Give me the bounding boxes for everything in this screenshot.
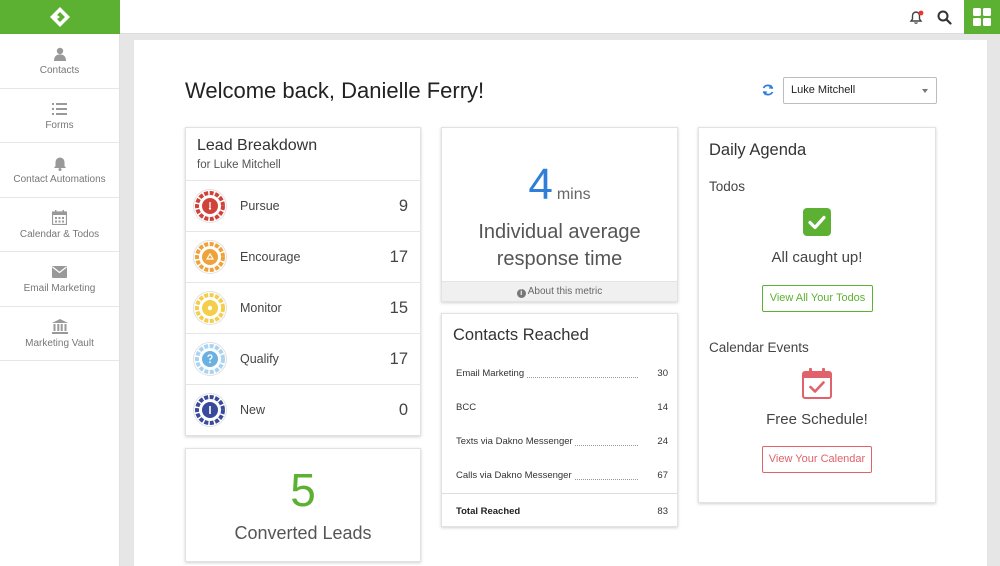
response-time-label-1: Individual average (478, 221, 641, 243)
contacts-reached-label: BCC (456, 402, 479, 413)
pursue-gauge-icon (193, 189, 227, 223)
page-title: Welcome back, Danielle Ferry! (185, 78, 485, 103)
grid-icon (973, 8, 991, 26)
sidebar-item-calendar-todos[interactable]: Calendar & Todos (0, 198, 119, 252)
contacts-reached-row: Texts via Dakno Messenger 24 (456, 436, 668, 450)
total-reached-value: 83 (657, 506, 668, 517)
sidebar-item-contact-automations[interactable]: Contact Automations (0, 143, 119, 198)
notifications-button[interactable] (902, 0, 930, 34)
daily-agenda-title: Daily Agenda (709, 141, 807, 159)
response-time-row: 4 mins (442, 160, 677, 210)
sidebar: Contacts Forms Contact Automations Calen… (0, 34, 120, 566)
lead-row-label: New (240, 403, 266, 417)
response-time-unit: mins (556, 186, 591, 203)
sidebar-item-email-marketing[interactable]: Email Marketing (0, 252, 119, 307)
user-select[interactable]: Luke Mitchell (783, 77, 937, 104)
leader-dots (456, 377, 638, 378)
info-icon: i (516, 289, 526, 298)
apps-button[interactable] (964, 0, 1000, 34)
envelope-icon (52, 263, 67, 281)
check-square-icon (803, 208, 831, 236)
lead-row-label: Encourage (240, 250, 301, 264)
contacts-reached-card: Contacts Reached Email Marketing 30 BCC … (441, 313, 678, 527)
lead-row-label: Qualify (240, 352, 279, 366)
lead-row-label: Monitor (240, 301, 282, 315)
total-reached-label: Total Reached (456, 506, 521, 517)
converted-leads-value: 5 (290, 464, 316, 516)
list-icon (52, 100, 67, 118)
sidebar-item-label: Email Marketing (23, 283, 96, 295)
converted-leads-card: 5 Converted Leads (185, 448, 421, 562)
refresh-button[interactable] (761, 83, 775, 97)
sidebar-item-marketing-vault[interactable]: Marketing Vault (0, 307, 119, 361)
contacts-reached-value: 24 (657, 436, 668, 447)
bank-icon (51, 318, 68, 336)
view-calendar-button[interactable]: View Your Calendar (762, 446, 872, 473)
contacts-reached-value: 14 (657, 402, 668, 413)
calendar-events-message: Free Schedule! (766, 411, 868, 428)
lead-row-encourage[interactable]: Encourage 17 (186, 231, 421, 282)
response-time-label-2: response time (496, 248, 623, 270)
monitor-gauge-icon (193, 291, 227, 325)
contacts-reached-label: Calls via Dakno Messenger (456, 470, 574, 481)
calendar-check-icon (802, 368, 832, 399)
lead-row-count: 0 (398, 401, 408, 419)
sidebar-item-label: Calendar & Todos (19, 228, 100, 240)
lead-row-qualify[interactable]: Qualify 17 (186, 333, 421, 384)
contacts-reached-label: Texts via Dakno Messenger (456, 436, 575, 447)
calendar-events-heading: Calendar Events (709, 340, 809, 355)
about-metric-label: About this metric (527, 286, 603, 297)
contacts-reached-row: BCC 14 (456, 402, 668, 416)
lead-row-count: 9 (398, 197, 408, 215)
bell-icon (53, 154, 67, 172)
sidebar-item-label: Marketing Vault (25, 337, 94, 349)
todos-message: All caught up! (771, 249, 863, 266)
lead-row-count: 17 (389, 248, 408, 266)
qualify-gauge-icon (193, 342, 227, 376)
sidebar-item-contacts[interactable]: Contacts (0, 34, 119, 89)
sidebar-item-label: Contact Automations (13, 174, 106, 186)
new-gauge-icon (193, 393, 227, 427)
contacts-reached-row: Email Marketing 30 (456, 368, 668, 382)
lead-row-count: 17 (389, 350, 408, 368)
lead-row-new[interactable]: New 0 (186, 384, 421, 435)
logo-icon (50, 7, 70, 27)
bell-icon (909, 10, 924, 24)
top-bar (0, 0, 1000, 34)
lead-breakdown-title: Lead Breakdown (197, 137, 318, 154)
sidebar-item-label: Contacts (39, 65, 80, 77)
response-time-value: 4 (528, 160, 553, 209)
contacts-reached-title: Contacts Reached (453, 326, 589, 344)
daily-agenda-card: Daily Agenda Todos All caught up! View A… (698, 127, 936, 503)
refresh-icon (762, 84, 774, 96)
user-icon (53, 45, 67, 63)
lead-breakdown-card: Lead Breakdown for Luke Mitchell Pursue … (185, 127, 421, 436)
contacts-reached-value: 67 (657, 470, 668, 481)
response-time-card: 4 mins Individual average response time i… (441, 127, 678, 302)
contacts-reached-value: 30 (657, 368, 668, 379)
lead-row-label: Pursue (240, 199, 280, 213)
calendar-icon (52, 209, 67, 227)
chevron-down-icon (922, 89, 928, 93)
search-button[interactable] (930, 0, 958, 34)
search-icon (937, 10, 952, 25)
lead-breakdown-subtitle: for Luke Mitchell (197, 159, 281, 171)
lead-row-monitor[interactable]: Monitor 15 (186, 282, 421, 333)
contacts-reached-label: Email Marketing (456, 368, 527, 379)
sidebar-item-forms[interactable]: Forms (0, 89, 119, 143)
view-all-todos-button[interactable]: View All Your Todos (762, 285, 873, 312)
todos-heading: Todos (709, 179, 746, 194)
user-select-value: Luke Mitchell (791, 84, 856, 96)
converted-leads-label: Converted Leads (234, 523, 372, 543)
lead-row-pursue[interactable]: Pursue 9 (186, 180, 421, 231)
contacts-reached-row: Calls via Dakno Messenger 67 (456, 470, 668, 484)
logo[interactable] (0, 0, 120, 34)
encourage-gauge-icon (193, 240, 227, 274)
sidebar-item-label: Forms (45, 119, 74, 131)
contacts-reached-total-row: Total Reached 83 (442, 493, 677, 527)
main-panel: Welcome back, Danielle Ferry! Luke Mitch… (134, 40, 987, 566)
about-metric-link[interactable]: i About this metric (442, 281, 677, 301)
lead-row-count: 15 (389, 299, 408, 317)
